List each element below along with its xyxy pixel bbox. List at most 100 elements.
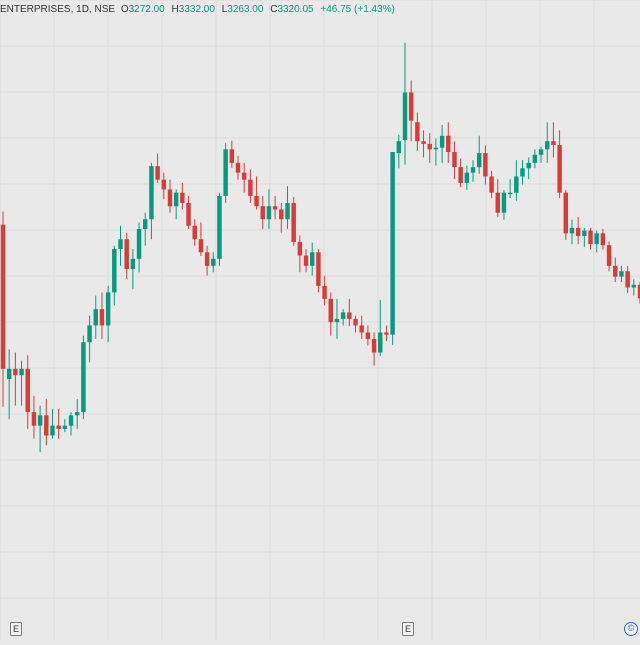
- candle[interactable]: [632, 279, 636, 295]
- candle[interactable]: [205, 246, 209, 276]
- candle[interactable]: [26, 355, 30, 429]
- candle[interactable]: [570, 220, 574, 244]
- candle[interactable]: [94, 296, 98, 339]
- candle[interactable]: [366, 325, 370, 345]
- candle[interactable]: [539, 147, 543, 163]
- tradingview-logo-icon[interactable]: ©: [624, 622, 638, 636]
- candle[interactable]: [180, 183, 184, 210]
- candle[interactable]: [557, 130, 561, 198]
- candle[interactable]: [551, 122, 555, 157]
- candle[interactable]: [279, 203, 283, 233]
- candle[interactable]: [291, 197, 295, 246]
- event-marker-left[interactable]: E: [10, 622, 22, 636]
- event-marker-right[interactable]: E: [402, 622, 414, 636]
- candle[interactable]: [594, 231, 598, 253]
- candle[interactable]: [508, 179, 512, 198]
- candle[interactable]: [421, 130, 425, 157]
- candle[interactable]: [601, 229, 605, 250]
- candle[interactable]: [106, 286, 110, 342]
- candle[interactable]: [230, 141, 234, 168]
- candle[interactable]: [613, 258, 617, 282]
- candle[interactable]: [285, 186, 289, 229]
- candle[interactable]: [409, 81, 413, 142]
- candle[interactable]: [514, 160, 518, 201]
- candle[interactable]: [458, 159, 462, 188]
- candle[interactable]: [496, 179, 500, 217]
- candle[interactable]: [384, 325, 388, 341]
- candle[interactable]: [32, 396, 36, 439]
- candle[interactable]: [63, 419, 67, 432]
- candle[interactable]: [112, 246, 116, 306]
- candle[interactable]: [298, 235, 302, 272]
- candle[interactable]: [87, 316, 91, 363]
- candle[interactable]: [254, 176, 258, 209]
- candle[interactable]: [446, 122, 450, 163]
- candle[interactable]: [372, 332, 376, 365]
- candle[interactable]: [143, 213, 147, 246]
- candle[interactable]: [223, 143, 227, 203]
- candle[interactable]: [465, 166, 469, 190]
- candle[interactable]: [199, 222, 203, 256]
- candle[interactable]: [38, 406, 42, 453]
- candle[interactable]: [576, 217, 580, 244]
- candle[interactable]: [397, 135, 401, 169]
- candle[interactable]: [248, 169, 252, 203]
- candle[interactable]: [619, 266, 623, 282]
- candle[interactable]: [489, 171, 493, 198]
- candle[interactable]: [81, 336, 85, 419]
- candle[interactable]: [359, 316, 363, 339]
- candle[interactable]: [19, 361, 23, 406]
- candle[interactable]: [564, 190, 568, 240]
- candle[interactable]: [118, 226, 122, 266]
- candle[interactable]: [607, 241, 611, 271]
- candle[interactable]: [582, 228, 586, 247]
- candle[interactable]: [390, 152, 394, 345]
- candle[interactable]: [1, 212, 5, 407]
- candle[interactable]: [131, 249, 135, 289]
- candle[interactable]: [434, 138, 438, 165]
- candle[interactable]: [242, 163, 246, 193]
- candle[interactable]: [186, 196, 190, 229]
- candle[interactable]: [588, 228, 592, 250]
- candle[interactable]: [526, 157, 530, 179]
- candle[interactable]: [192, 219, 196, 246]
- candle[interactable]: [502, 190, 506, 220]
- candle[interactable]: [236, 156, 240, 180]
- candle[interactable]: [69, 412, 73, 435]
- candle[interactable]: [211, 252, 215, 272]
- candle[interactable]: [13, 353, 17, 406]
- candle[interactable]: [316, 249, 320, 292]
- candle[interactable]: [440, 125, 444, 163]
- candle[interactable]: [452, 141, 456, 179]
- candle[interactable]: [75, 399, 79, 429]
- candle[interactable]: [353, 316, 357, 333]
- candle[interactable]: [335, 299, 339, 339]
- candle[interactable]: [304, 249, 308, 272]
- candle[interactable]: [341, 309, 345, 325]
- candle[interactable]: [415, 112, 419, 150]
- candle[interactable]: [149, 163, 153, 239]
- candle[interactable]: [137, 222, 141, 272]
- candle[interactable]: [471, 160, 475, 182]
- candle[interactable]: [261, 196, 265, 229]
- candle[interactable]: [378, 300, 382, 356]
- candle[interactable]: [100, 292, 104, 339]
- candle[interactable]: [545, 122, 549, 163]
- candle[interactable]: [56, 409, 60, 439]
- candle[interactable]: [168, 180, 172, 213]
- candle[interactable]: [273, 196, 277, 219]
- candle[interactable]: [477, 136, 481, 174]
- candle[interactable]: [533, 149, 537, 168]
- candle[interactable]: [520, 160, 524, 184]
- candle[interactable]: [310, 243, 314, 276]
- candle[interactable]: [44, 399, 48, 445]
- candle[interactable]: [403, 43, 407, 165]
- candle[interactable]: [174, 189, 178, 219]
- candle[interactable]: [483, 146, 487, 185]
- candle[interactable]: [322, 276, 326, 306]
- candle[interactable]: [329, 292, 333, 335]
- candle[interactable]: [625, 266, 629, 293]
- candle[interactable]: [217, 193, 221, 266]
